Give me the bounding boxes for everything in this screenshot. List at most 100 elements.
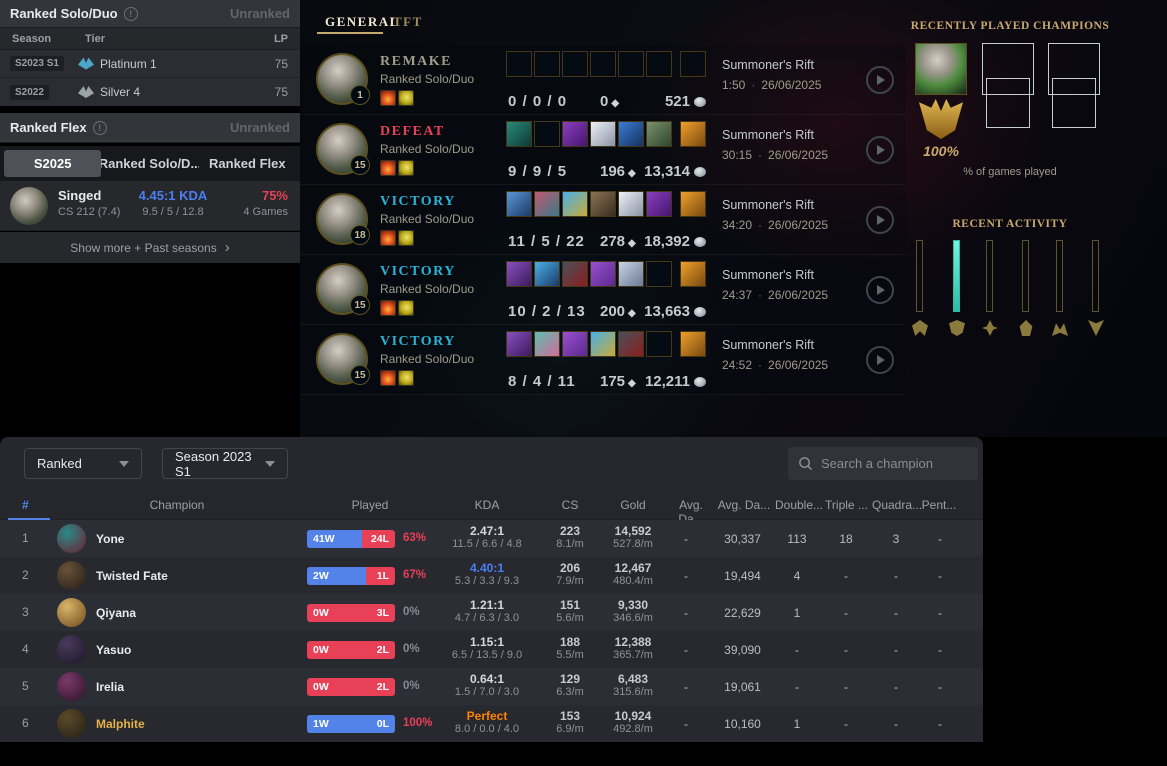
singed-avatar <box>10 187 48 225</box>
role-icon-6 <box>1088 320 1104 336</box>
match-duration: 24:52 <box>722 358 753 372</box>
chevron-down-icon <box>119 460 129 467</box>
table-row[interactable]: 3 Qiyana 0W 3L 0% 1.21:1 4.7 / 6.3 / 3.0 1… <box>0 594 983 631</box>
match-duration: 30:15 <box>722 148 753 162</box>
tab-tft[interactable]: TFT <box>393 14 423 29</box>
header-double-kills[interactable]: Double... <box>774 498 824 512</box>
winrate-percent: 63% <box>403 532 427 544</box>
match-row[interactable]: 18 VICTORY Ranked Solo/Duo 11 / 5 / 22 2… <box>300 185 906 255</box>
table-row[interactable]: 4 Yasuo 0W 2L 0% 1.15:1 6.5 / 13.5 / 9.0 1… <box>0 631 983 668</box>
replay-button[interactable] <box>866 206 894 234</box>
match-cs: 278 <box>600 233 626 250</box>
recent-champion-portrait-singed[interactable] <box>915 43 967 95</box>
match-result: REMAKE <box>380 54 452 69</box>
season-dropdown[interactable]: Season 2023 S1 <box>162 448 288 479</box>
match-row[interactable]: 15 DEFEAT Ranked Solo/Duo 9 / 9 / 5 196 ◆… <box>300 115 906 185</box>
losses-label: 24L <box>370 533 389 545</box>
show-more-button[interactable]: Show more + Past seasons › <box>0 232 300 263</box>
gold-per-min: 315.6/m <box>613 686 653 698</box>
right-column: RECENTLY PLAYED CHAMPIONS 100% % of game… <box>905 0 1167 437</box>
table-row[interactable]: 2 Twisted Fate 2W 1L 67% 4.40:1 5.3 / 3.3 … <box>0 557 983 594</box>
double-kills: 1 <box>793 606 801 620</box>
gold-coin-icon <box>694 237 706 247</box>
header-champion[interactable]: Champion <box>149 498 205 512</box>
champion-summary-row[interactable]: Singed CS 212 (7.4) 4.45:1 KDA 9.5 / 5 /… <box>0 181 300 231</box>
ghost-spell-icon <box>398 90 414 106</box>
match-row[interactable]: 1 REMAKE Ranked Solo/Duo 0 / 0 / 0 0 ◆ 52… <box>300 45 906 115</box>
lp-value: 75 <box>274 56 288 71</box>
empty-item-slot <box>618 51 644 77</box>
season-row[interactable]: S2023 S1 Platinum 1 75 <box>0 50 300 78</box>
item-slots <box>506 121 708 147</box>
header-triple-kills[interactable]: Triple ... <box>825 498 868 512</box>
table-row[interactable]: 1 Yone 41W 24L 63% 2.47:1 11.5 / 6.6 / 4.8… <box>0 520 983 557</box>
table-row[interactable]: 6 Malphite 1W 0L 100% Perfect 8.0 / 0.0 / … <box>0 705 983 742</box>
season-row[interactable]: S2022 Silver 4 75 <box>0 78 300 106</box>
cs-value: 206 <box>559 561 581 575</box>
tab-ranked-solo[interactable]: Ranked Solo/D... <box>101 156 199 171</box>
replay-button[interactable] <box>866 346 894 374</box>
queue-dropdown[interactable]: Ranked <box>24 448 142 479</box>
kda-ratio: 1.15:1 <box>469 635 505 649</box>
header-gold[interactable]: Gold <box>620 498 646 512</box>
table-row[interactable]: 5 Irelia 0W 2L 0% 0.64:1 1.5 / 7.0 / 3.0 1… <box>0 668 983 705</box>
info-icon[interactable]: ! <box>92 120 107 135</box>
triple-kills: 18 <box>839 532 853 546</box>
cs-icon: ◆ <box>628 308 636 319</box>
tab-ranked-flex[interactable]: Ranked Flex <box>209 156 286 171</box>
kda-detail: 8.0 / 0.0 / 4.0 <box>454 723 520 735</box>
gold-value: 9,330 <box>617 598 649 612</box>
replay-button[interactable] <box>866 66 894 94</box>
item-icon <box>506 261 532 287</box>
avg-damage-2: 19,061 <box>724 680 761 694</box>
replay-button[interactable] <box>866 136 894 164</box>
penta-kills: - <box>938 643 942 657</box>
tab-general[interactable]: GENERAL <box>325 14 400 29</box>
match-row[interactable]: 15 VICTORY Ranked Solo/Duo 10 / 2 / 13 2… <box>300 255 906 325</box>
losses-label: 2L <box>376 681 389 693</box>
wins-label: 2W <box>313 570 329 582</box>
match-kda: 0 / 0 / 0 <box>508 93 568 110</box>
row-rank: 4 <box>22 642 29 656</box>
champion-name: Yone <box>96 532 125 546</box>
champion-name: Singed <box>58 188 102 203</box>
gold-coin-icon <box>694 97 706 107</box>
cs-icon: ◆ <box>628 238 636 249</box>
header-quadra-kills[interactable]: Quadra... <box>872 498 923 512</box>
chevron-down-icon <box>265 460 275 467</box>
empty-champion-slot <box>1052 78 1096 128</box>
header-cs[interactable]: CS <box>561 498 579 512</box>
kda-ratio: Perfect <box>466 709 508 723</box>
ranked-solo-title: Ranked Solo/Duo <box>10 6 118 21</box>
match-row[interactable]: 15 VICTORY Ranked Solo/Duo 8 / 4 / 11 17… <box>300 325 906 395</box>
champion-winrate: 75% <box>261 188 288 203</box>
champion-stats-panel: Ranked Season 2023 S1 # Champion Played … <box>0 437 983 742</box>
kda-detail: 4.7 / 6.3 / 3.0 <box>454 612 520 624</box>
champion-portrait-singed: 15 <box>316 263 370 315</box>
cs-value: 151 <box>559 598 581 612</box>
activity-bar <box>1056 240 1063 312</box>
empty-item-slot <box>590 51 616 77</box>
replay-button[interactable] <box>866 276 894 304</box>
wins-label: 0W <box>313 681 329 693</box>
kda-ratio: 4.40:1 <box>469 561 505 575</box>
gold-coin-icon <box>694 167 706 177</box>
winloss-bar: 1W 0L <box>307 715 395 733</box>
recent-activity-title: RECENT ACTIVITY <box>952 218 1068 230</box>
header-played[interactable]: Played <box>351 498 389 512</box>
header-penta-kills[interactable]: Pent... <box>921 498 957 512</box>
champion-kda-detail: 9.5 / 5 / 12.8 <box>142 206 204 218</box>
info-icon[interactable]: ! <box>123 6 138 21</box>
win-fill <box>307 530 363 548</box>
activity-bar <box>986 240 993 312</box>
search-input[interactable] <box>821 456 961 471</box>
header-kda[interactable]: KDA <box>474 498 500 512</box>
champion-cs: CS 212 (7.4) <box>58 206 121 218</box>
cs-value: 223 <box>559 524 581 538</box>
header-rank[interactable]: # <box>22 498 29 512</box>
tier-wings-icon <box>78 57 94 70</box>
header-avg-damage-2[interactable]: Avg. Da... <box>717 498 771 512</box>
champion-search[interactable] <box>788 447 978 480</box>
kda-ratio: 0.64:1 <box>469 672 505 686</box>
tab-s2025[interactable]: S2025 <box>4 150 102 177</box>
